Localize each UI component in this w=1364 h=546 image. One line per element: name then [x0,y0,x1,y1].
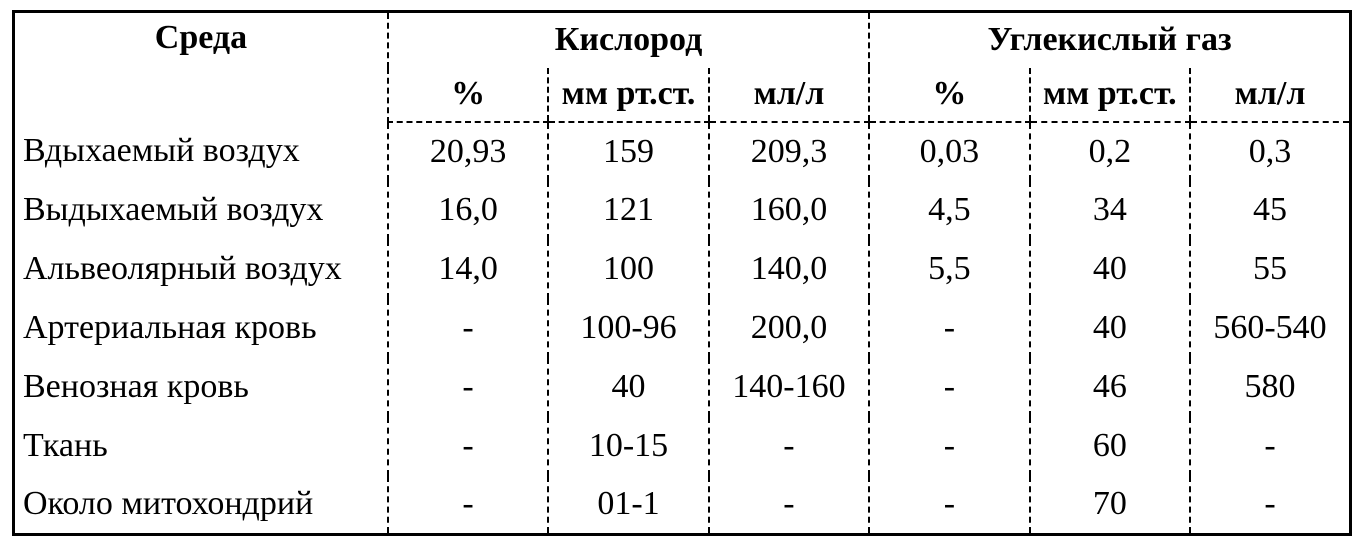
table-row: Альвеолярный воздух 14,0 100 140,0 5,5 4… [14,240,1351,299]
cell: 560-540 [1190,299,1350,358]
cell: - [869,417,1029,476]
cell: 160,0 [709,181,869,240]
cell: 209,3 [709,122,869,181]
cell: - [869,299,1029,358]
row-label: Вдыхаемый воздух [14,122,388,181]
table-row: Артериальная кровь - 100-96 200,0 - 40 5… [14,299,1351,358]
col-co2-mll: мл/л [1190,68,1350,122]
table-row: Венозная кровь - 40 140-160 - 46 580 [14,358,1351,417]
cell: - [1190,476,1350,535]
cell: 01-1 [548,476,708,535]
cell: - [388,358,548,417]
cell: 55 [1190,240,1350,299]
cell: 10-15 [548,417,708,476]
cell: 70 [1030,476,1190,535]
row-label: Венозная кровь [14,358,388,417]
cell: - [388,299,548,358]
cell: 40 [1030,240,1190,299]
row-label: Артериальная кровь [14,299,388,358]
col-oxygen-header: Кислород [388,12,869,68]
cell: 580 [1190,358,1350,417]
cell: 40 [1030,299,1190,358]
cell: 45 [1190,181,1350,240]
cell: 159 [548,122,708,181]
cell: 0,2 [1030,122,1190,181]
cell: 5,5 [869,240,1029,299]
cell: 140,0 [709,240,869,299]
cell: - [388,417,548,476]
cell: 20,93 [388,122,548,181]
cell: 200,0 [709,299,869,358]
cell: - [709,476,869,535]
cell: 14,0 [388,240,548,299]
cell: 34 [1030,181,1190,240]
row-label: Ткань [14,417,388,476]
table-frame: Среда Кислород Углекислый газ % мм рт.ст… [0,0,1364,546]
col-co2-header: Углекислый газ [869,12,1350,68]
col-co2-mm: мм рт.ст. [1030,68,1190,122]
table-row: Выдыхаемый воздух 16,0 121 160,0 4,5 34 … [14,181,1351,240]
cell: - [869,358,1029,417]
cell: - [709,417,869,476]
table-row: Около митохондрий - 01-1 - - 70 - [14,476,1351,535]
cell: - [869,476,1029,535]
row-label: Альвеолярный воздух [14,240,388,299]
table-row: Ткань - 10-15 - - 60 - [14,417,1351,476]
cell: 4,5 [869,181,1029,240]
col-o2-mll: мл/л [709,68,869,122]
cell: 0,3 [1190,122,1350,181]
table-body: Вдыхаемый воздух 20,93 159 209,3 0,03 0,… [14,122,1351,535]
col-o2-mm: мм рт.ст. [548,68,708,122]
row-label: Около митохондрий [14,476,388,535]
cell: 60 [1030,417,1190,476]
col-co2-pct: % [869,68,1029,122]
col-o2-pct: % [388,68,548,122]
cell: 16,0 [388,181,548,240]
cell: - [1190,417,1350,476]
cell: 46 [1030,358,1190,417]
row-label: Выдыхаемый воздух [14,181,388,240]
cell: 121 [548,181,708,240]
cell: 0,03 [869,122,1029,181]
cell: 100-96 [548,299,708,358]
cell: 140-160 [709,358,869,417]
table-row: Вдыхаемый воздух 20,93 159 209,3 0,03 0,… [14,122,1351,181]
col-environment-header: Среда [14,12,388,122]
cell: - [388,476,548,535]
cell: 100 [548,240,708,299]
cell: 40 [548,358,708,417]
gas-composition-table: Среда Кислород Углекислый газ % мм рт.ст… [12,10,1352,536]
